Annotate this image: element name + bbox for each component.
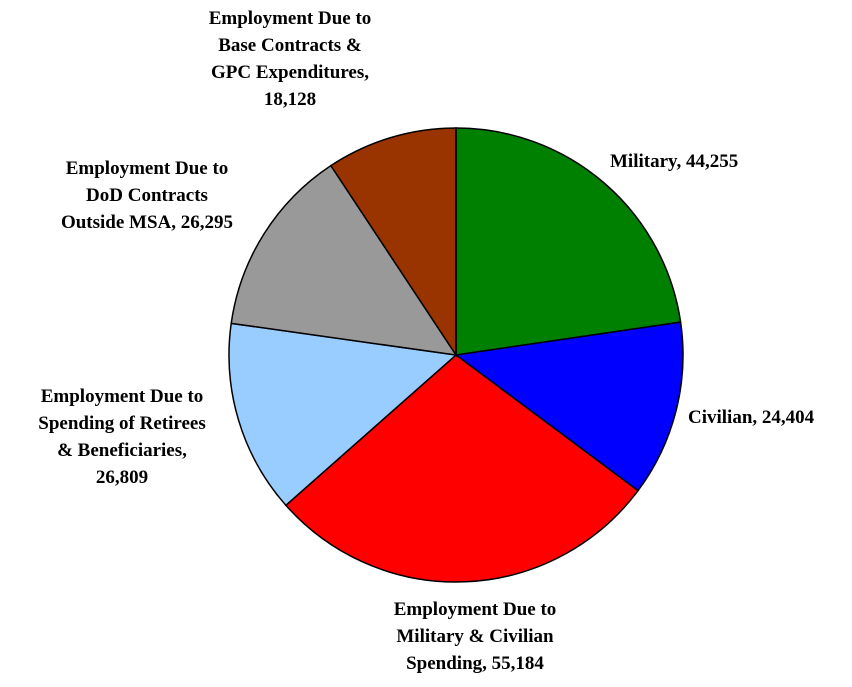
label-line: Employment Due to	[394, 599, 557, 620]
slice-label: Military, 44,255	[610, 151, 738, 172]
label-line: Employment Due to	[66, 158, 229, 179]
label-line: Military & Civilian	[396, 626, 554, 647]
slice-label: Employment Due to Base Contracts & GPC Exp…	[209, 8, 372, 110]
slice-label: Civilian, 24,404	[688, 407, 815, 428]
label-line: 26,809	[96, 467, 148, 488]
label-line: Spending, 55,184	[406, 653, 544, 674]
label-line: Employment Due to	[209, 8, 372, 29]
pie-slice	[329, 127, 457, 358]
label-line: DoD Contracts	[86, 185, 208, 206]
pie-slice	[228, 322, 458, 507]
pie-slice	[284, 354, 640, 583]
label-line: Military, 44,255	[610, 151, 738, 172]
label-line: 18,128	[264, 89, 316, 110]
pie-slice	[455, 127, 682, 356]
slice-label: Employment Due to DoD Contracts Outside MS…	[61, 158, 233, 233]
label-line: Civilian, 24,404	[688, 407, 815, 428]
label-line: & Beneficiaries,	[57, 440, 187, 461]
pie-slice	[454, 321, 684, 492]
pie-slice	[230, 164, 458, 356]
label-line: Base Contracts &	[218, 35, 362, 56]
slice-label: Employment Due to Military & Civilian Spen…	[394, 599, 557, 674]
slice-label: Employment Due to Spending of Retirees & B…	[38, 386, 205, 488]
label-line: Spending of Retirees	[38, 413, 205, 434]
label-line: Outside MSA, 26,295	[61, 212, 233, 233]
label-line: GPC Expenditures,	[211, 62, 369, 83]
label-line: Employment Due to	[41, 386, 204, 407]
